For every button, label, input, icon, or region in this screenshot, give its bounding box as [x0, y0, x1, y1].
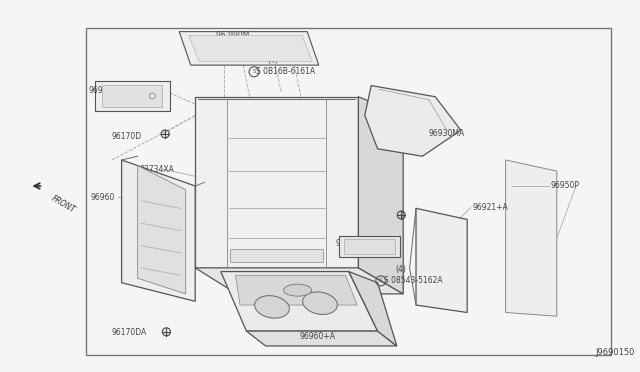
Polygon shape	[230, 249, 323, 262]
Polygon shape	[95, 81, 170, 111]
Polygon shape	[102, 85, 162, 107]
Text: 96930MA: 96930MA	[429, 129, 465, 138]
Text: 96170DA: 96170DA	[112, 328, 147, 337]
Polygon shape	[138, 166, 186, 294]
Polygon shape	[195, 268, 403, 294]
Polygon shape	[195, 97, 358, 268]
Polygon shape	[221, 272, 378, 331]
Polygon shape	[122, 160, 195, 301]
Polygon shape	[349, 272, 397, 346]
Text: S: S	[252, 69, 256, 74]
Text: 96921+A: 96921+A	[472, 203, 508, 212]
Polygon shape	[506, 160, 557, 316]
Text: 96950P: 96950P	[550, 182, 579, 190]
Text: J9690150: J9690150	[596, 348, 635, 357]
Polygon shape	[416, 208, 467, 312]
Ellipse shape	[284, 284, 312, 296]
Bar	[86, 28, 611, 355]
Text: FRONT: FRONT	[49, 194, 76, 215]
Ellipse shape	[303, 292, 337, 314]
Polygon shape	[236, 275, 357, 305]
Ellipse shape	[255, 296, 289, 318]
Text: 96170D: 96170D	[112, 132, 142, 141]
Text: 96 990M: 96 990M	[216, 31, 250, 40]
Polygon shape	[339, 236, 400, 257]
Text: 96912N: 96912N	[336, 239, 366, 248]
Polygon shape	[179, 32, 319, 65]
Polygon shape	[246, 331, 397, 346]
Text: 96990Q: 96990Q	[88, 86, 118, 94]
Text: S: S	[379, 278, 383, 283]
Polygon shape	[365, 86, 461, 156]
Text: 96960: 96960	[91, 193, 115, 202]
Text: 93734XA: 93734XA	[140, 165, 174, 174]
Polygon shape	[189, 35, 312, 61]
Text: (4): (4)	[268, 56, 278, 65]
Text: (4): (4)	[396, 265, 406, 274]
Text: 96960+A: 96960+A	[300, 332, 335, 341]
Text: S 0B16B-6161A: S 0B16B-6161A	[256, 67, 315, 76]
Polygon shape	[358, 97, 403, 294]
Text: S 08543-5162A: S 08543-5162A	[384, 276, 443, 285]
Polygon shape	[344, 239, 395, 254]
